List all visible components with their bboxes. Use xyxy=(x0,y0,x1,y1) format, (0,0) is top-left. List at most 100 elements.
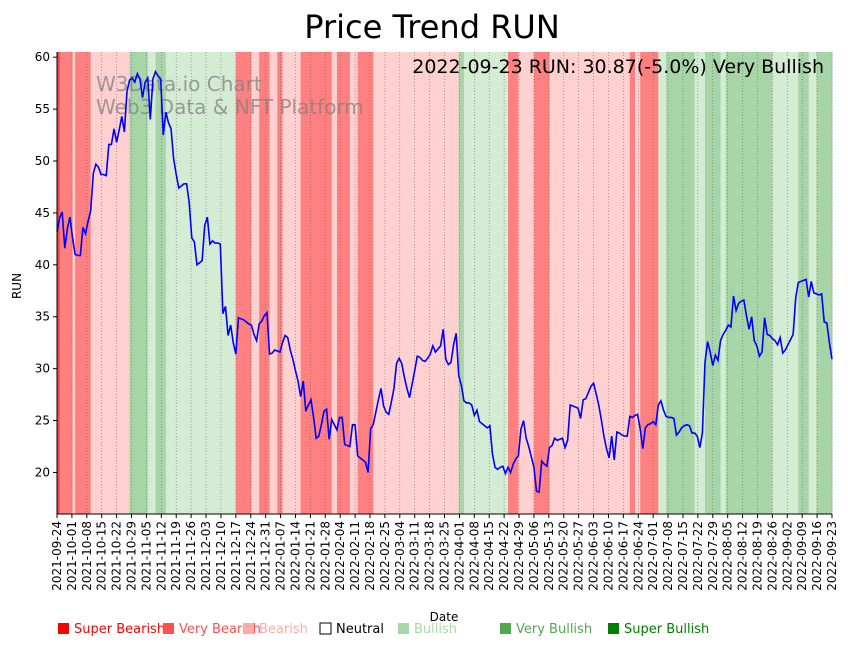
y-tick-label-60: 60 xyxy=(35,50,50,64)
regime-band-16 xyxy=(300,52,333,514)
regime-band-33 xyxy=(666,52,696,514)
y-axis-label: RUN xyxy=(10,273,24,299)
x-tick-label-31: 2022-04-29 xyxy=(512,521,526,591)
legend-swatch-3 xyxy=(319,622,332,635)
legend-swatch-0 xyxy=(58,623,69,634)
x-tick-label-48: 2022-08-26 xyxy=(765,521,779,591)
regime-band-36 xyxy=(720,52,727,514)
legend-swatch-6 xyxy=(608,623,619,634)
y-tick-label-30: 30 xyxy=(35,362,50,376)
date-gridlines xyxy=(56,52,833,514)
legend-label-1: Very Bearish xyxy=(179,622,261,637)
x-tick-label-0: 2021-09-24 xyxy=(50,521,64,591)
regime-band-24 xyxy=(471,52,509,514)
x-tick-label-47: 2022-08-19 xyxy=(750,521,764,591)
x-tick-label-36: 2022-06-03 xyxy=(587,521,601,591)
x-tick-label-46: 2022-08-12 xyxy=(736,521,750,591)
watermark-line-1: W3Data.io Chart xyxy=(96,72,262,96)
x-tick-label-32: 2022-05-06 xyxy=(527,521,541,591)
legend-label-5: Very Bullish xyxy=(516,622,592,637)
regime-band-31 xyxy=(640,52,659,514)
regime-band-1 xyxy=(59,52,74,514)
regime-band-3 xyxy=(75,52,92,514)
regime-band-29 xyxy=(629,52,636,514)
regime-band-30 xyxy=(635,52,641,514)
regime-band-41 xyxy=(782,52,799,514)
x-tick-label-33: 2022-05-13 xyxy=(542,521,556,591)
x-tick-label-14: 2021-12-31 xyxy=(259,521,273,591)
regime-band-12 xyxy=(259,52,271,514)
x-tick-label-20: 2022-02-11 xyxy=(348,521,362,591)
x-tick-label-22: 2022-02-25 xyxy=(378,521,392,591)
x-tick-label-27: 2022-04-01 xyxy=(452,521,466,591)
x-tick-label-3: 2021-10-15 xyxy=(95,521,109,591)
regime-band-42 xyxy=(798,52,810,514)
legend-swatch-5 xyxy=(500,623,511,634)
legend-label-3: Neutral xyxy=(336,622,384,637)
x-tick-label-39: 2022-06-24 xyxy=(631,521,645,591)
x-tick-label-17: 2022-01-21 xyxy=(303,521,317,591)
legend-swatch-2 xyxy=(243,623,254,634)
watermark-line-2: Web3 Data & NFT Platform xyxy=(96,95,364,119)
x-tick-label-8: 2021-11-19 xyxy=(169,521,183,591)
regime-band-9 xyxy=(186,52,237,514)
legend-label-2: Bearish xyxy=(259,622,308,637)
regime-band-14 xyxy=(277,52,284,514)
x-tick-label-49: 2022-09-02 xyxy=(780,521,794,591)
x-tick-label-25: 2022-03-18 xyxy=(423,521,437,591)
y-tick-label-55: 55 xyxy=(35,102,50,116)
regime-band-6 xyxy=(147,52,156,514)
x-axis-label: Date xyxy=(430,610,459,624)
regime-band-38 xyxy=(743,52,758,514)
x-tick-label-18: 2022-01-28 xyxy=(318,521,332,591)
regime-band-22 xyxy=(458,52,465,514)
y-tick-label-35: 35 xyxy=(35,310,50,324)
watermark: W3Data.io Chart Web3 Data & NFT Platform xyxy=(96,72,364,119)
regime-band-32 xyxy=(658,52,667,514)
price-series-line xyxy=(56,69,833,494)
regime-band-11 xyxy=(251,52,260,514)
x-axis-ticks: 2021-09-24 2021-10-01 2021-10-08 2021-10-15… xyxy=(50,514,839,591)
x-tick-label-28: 2022-04-08 xyxy=(467,521,481,591)
x-tick-label-34: 2022-05-20 xyxy=(557,521,571,591)
x-tick-label-10: 2021-12-03 xyxy=(199,521,213,591)
legend-label-0: Super Bearish xyxy=(74,622,165,637)
regime-band-34 xyxy=(694,52,706,514)
regime-band-13 xyxy=(269,52,278,514)
regime-band-2 xyxy=(72,52,76,514)
x-tick-label-7: 2021-11-12 xyxy=(154,521,168,591)
x-tick-label-50: 2022-09-09 xyxy=(795,521,809,591)
regime-band-10 xyxy=(235,52,252,514)
x-tick-label-5: 2021-10-29 xyxy=(125,521,139,591)
x-tick-label-26: 2022-03-25 xyxy=(438,521,452,591)
regime-band-17 xyxy=(331,52,338,514)
regime-band-15 xyxy=(282,52,302,514)
y-tick-label-40: 40 xyxy=(35,258,50,272)
regime-band-25 xyxy=(508,52,519,514)
legend-label-4: Bullish xyxy=(414,622,457,637)
x-tick-label-9: 2021-11-26 xyxy=(184,521,198,591)
x-tick-label-4: 2021-10-22 xyxy=(110,521,124,591)
x-tick-label-35: 2022-05-27 xyxy=(572,521,586,591)
y-tick-label-50: 50 xyxy=(35,154,50,168)
regime-band-20 xyxy=(357,52,374,514)
x-tick-label-19: 2022-02-04 xyxy=(333,521,347,591)
y-tick-label-25: 25 xyxy=(35,414,50,428)
regime-band-27 xyxy=(533,52,550,514)
regime-band-44 xyxy=(816,52,833,514)
x-tick-label-15: 2022-01-07 xyxy=(274,521,288,591)
x-tick-label-45: 2022-08-05 xyxy=(721,521,735,591)
regime-band-37 xyxy=(725,52,745,514)
regime-band-21 xyxy=(373,52,460,514)
x-tick-label-29: 2022-04-15 xyxy=(482,521,496,591)
regime-band-39 xyxy=(756,52,773,514)
regime-band-7 xyxy=(155,52,167,514)
legend-swatch-1 xyxy=(163,623,174,634)
regime-band-40 xyxy=(772,52,784,514)
regime-band-5 xyxy=(129,52,149,514)
x-tick-label-11: 2021-12-10 xyxy=(214,521,228,591)
x-tick-label-44: 2022-07-29 xyxy=(706,521,720,591)
legend-swatch-4 xyxy=(398,623,409,634)
